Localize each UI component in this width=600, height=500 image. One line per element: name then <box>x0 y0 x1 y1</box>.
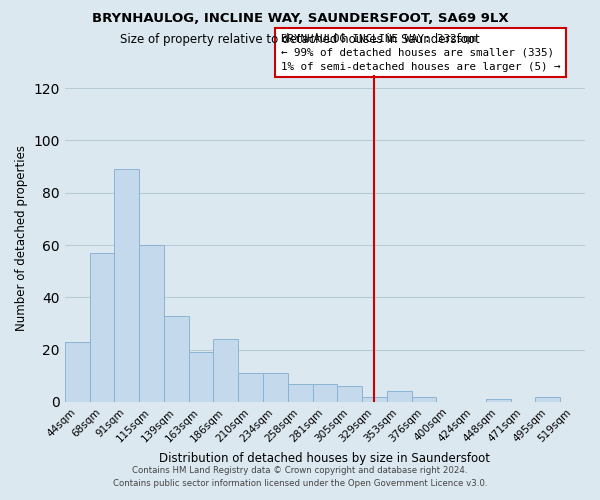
Bar <box>238 373 263 402</box>
X-axis label: Distribution of detached houses by size in Saundersfoot: Distribution of detached houses by size … <box>160 452 490 465</box>
Bar <box>535 396 560 402</box>
Bar <box>115 169 139 402</box>
Bar <box>362 396 387 402</box>
Bar <box>214 339 238 402</box>
Bar <box>412 396 436 402</box>
Text: Size of property relative to detached houses in Saundersfoot: Size of property relative to detached ho… <box>120 32 480 46</box>
Bar <box>89 253 115 402</box>
Bar <box>164 316 188 402</box>
Text: BRYNHAULOG, INCLINE WAY, SAUNDERSFOOT, SA69 9LX: BRYNHAULOG, INCLINE WAY, SAUNDERSFOOT, S… <box>92 12 508 26</box>
Bar <box>288 384 313 402</box>
Text: BRYNHAULOG INCLINE WAY: 332sqm
← 99% of detached houses are smaller (335)
1% of : BRYNHAULOG INCLINE WAY: 332sqm ← 99% of … <box>281 34 560 72</box>
Bar <box>313 384 337 402</box>
Bar <box>65 342 89 402</box>
Bar <box>263 373 288 402</box>
Text: Contains HM Land Registry data © Crown copyright and database right 2024.
Contai: Contains HM Land Registry data © Crown c… <box>113 466 487 487</box>
Bar <box>139 245 164 402</box>
Y-axis label: Number of detached properties: Number of detached properties <box>15 146 28 332</box>
Bar <box>188 352 214 402</box>
Bar <box>337 386 362 402</box>
Bar <box>387 392 412 402</box>
Bar <box>486 400 511 402</box>
